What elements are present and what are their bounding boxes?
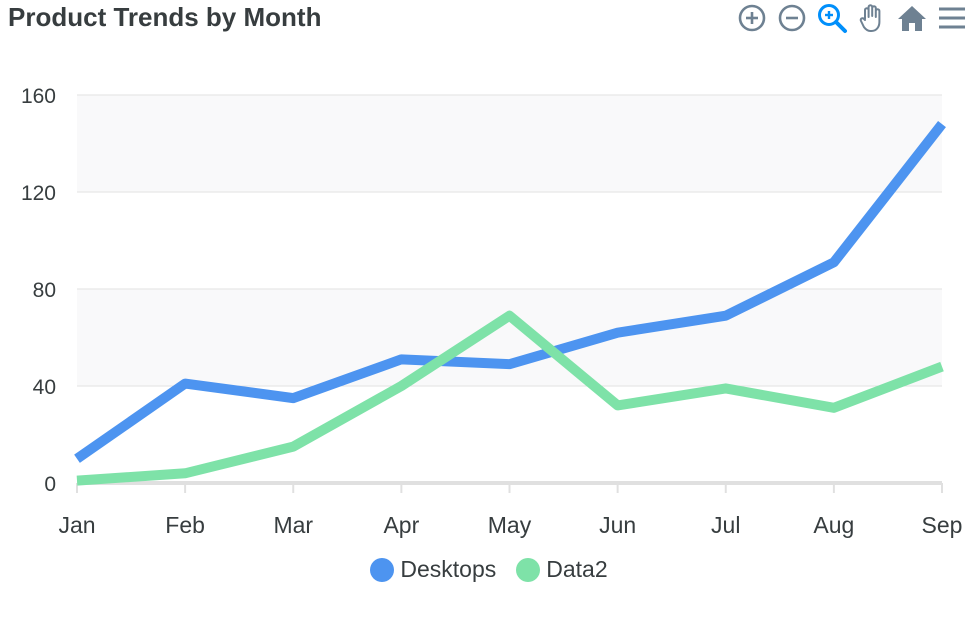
x-tick-label: Feb [165,512,205,538]
legend: Desktops Data2 [0,556,978,583]
zoom-out-icon [778,4,806,32]
x-tick-label: Mar [273,512,313,538]
legend-label: Data2 [546,556,608,582]
y-tick-label: 120 [21,182,56,205]
chart-menu-button[interactable] [934,0,970,36]
zoom-in-icon [738,4,766,32]
y-tick-label: 0 [44,473,56,496]
legend-marker [370,557,395,582]
x-tick-label: Jul [711,512,740,538]
series-line-data2 [76,310,944,486]
y-tick-label: 80 [33,279,56,302]
grid-band [77,95,942,192]
series-line-desktops [74,121,946,463]
x-tick-label: May [488,512,532,538]
chart-toolbar [734,0,970,36]
legend-item-data2[interactable]: Data2 [516,556,608,583]
reset-home-icon [898,6,926,31]
x-tick-label: Sep [922,512,963,538]
menu-icon [939,7,965,29]
selection-zoom-icon [818,4,847,33]
grid-band [77,192,942,289]
x-tick-label: Apr [383,512,419,538]
legend-item-desktops[interactable]: Desktops [370,556,496,583]
pan-hand-icon [859,4,881,32]
x-tick-label: Jan [58,512,95,538]
legend-label: Desktops [400,556,497,582]
x-tick-label: Aug [813,512,854,538]
y-tick-label: 40 [33,376,56,399]
pan-button[interactable] [854,0,890,36]
legend-marker [516,557,541,582]
x-tick-label: Jun [599,512,636,538]
grid-band [77,289,942,386]
zoom-out-button[interactable] [774,0,810,36]
y-tick-label: 160 [21,85,56,108]
selection-zoom-button[interactable] [814,0,850,36]
reset-zoom-button[interactable] [894,0,930,36]
zoom-in-button[interactable] [734,0,770,36]
chart-title: Product Trends by Month [8,2,322,32]
